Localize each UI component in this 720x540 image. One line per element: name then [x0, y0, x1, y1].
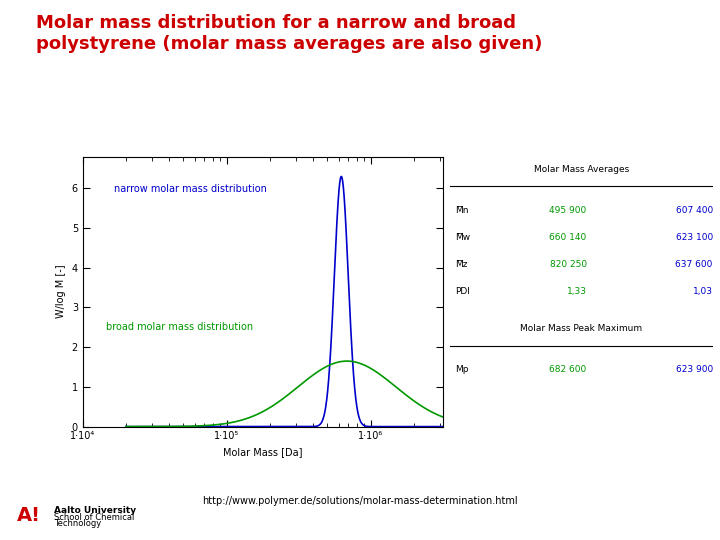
- Text: M̅n: M̅n: [455, 206, 469, 215]
- Text: PDI: PDI: [455, 287, 470, 296]
- Text: Molar Mass Peak Maximum: Molar Mass Peak Maximum: [521, 324, 642, 333]
- Text: School of Chemical: School of Chemical: [54, 513, 135, 522]
- Text: Molar Mass Averages: Molar Mass Averages: [534, 165, 629, 174]
- Text: A!: A!: [17, 506, 41, 525]
- Text: Technology: Technology: [54, 519, 102, 528]
- Y-axis label: W/log M [-]: W/log M [-]: [56, 265, 66, 319]
- Text: Mp: Mp: [455, 366, 469, 374]
- Text: 660 140: 660 140: [549, 233, 587, 242]
- Text: 820 250: 820 250: [549, 260, 587, 269]
- Text: 623 900: 623 900: [675, 366, 713, 374]
- Text: Molar mass distribution for a narrow and broad: Molar mass distribution for a narrow and…: [36, 14, 516, 31]
- Text: 607 400: 607 400: [675, 206, 713, 215]
- Text: M̅z: M̅z: [455, 260, 468, 269]
- Text: M̅w: M̅w: [455, 233, 470, 242]
- Text: 623 100: 623 100: [675, 233, 713, 242]
- Text: narrow molar mass distribution: narrow molar mass distribution: [114, 184, 267, 194]
- Text: polystyrene (molar mass averages are also given): polystyrene (molar mass averages are als…: [36, 35, 542, 53]
- Text: Aalto University: Aalto University: [54, 506, 136, 515]
- Text: http://www.polymer.de/solutions/molar-mass-determination.html: http://www.polymer.de/solutions/molar-ma…: [202, 496, 518, 506]
- X-axis label: Molar Mass [Da]: Molar Mass [Da]: [223, 447, 302, 457]
- Text: 1,33: 1,33: [567, 287, 587, 296]
- Text: 637 600: 637 600: [675, 260, 713, 269]
- Text: 682 600: 682 600: [549, 366, 587, 374]
- Text: broad molar mass distribution: broad molar mass distribution: [107, 322, 253, 332]
- Text: 495 900: 495 900: [549, 206, 587, 215]
- Text: 1,03: 1,03: [693, 287, 713, 296]
